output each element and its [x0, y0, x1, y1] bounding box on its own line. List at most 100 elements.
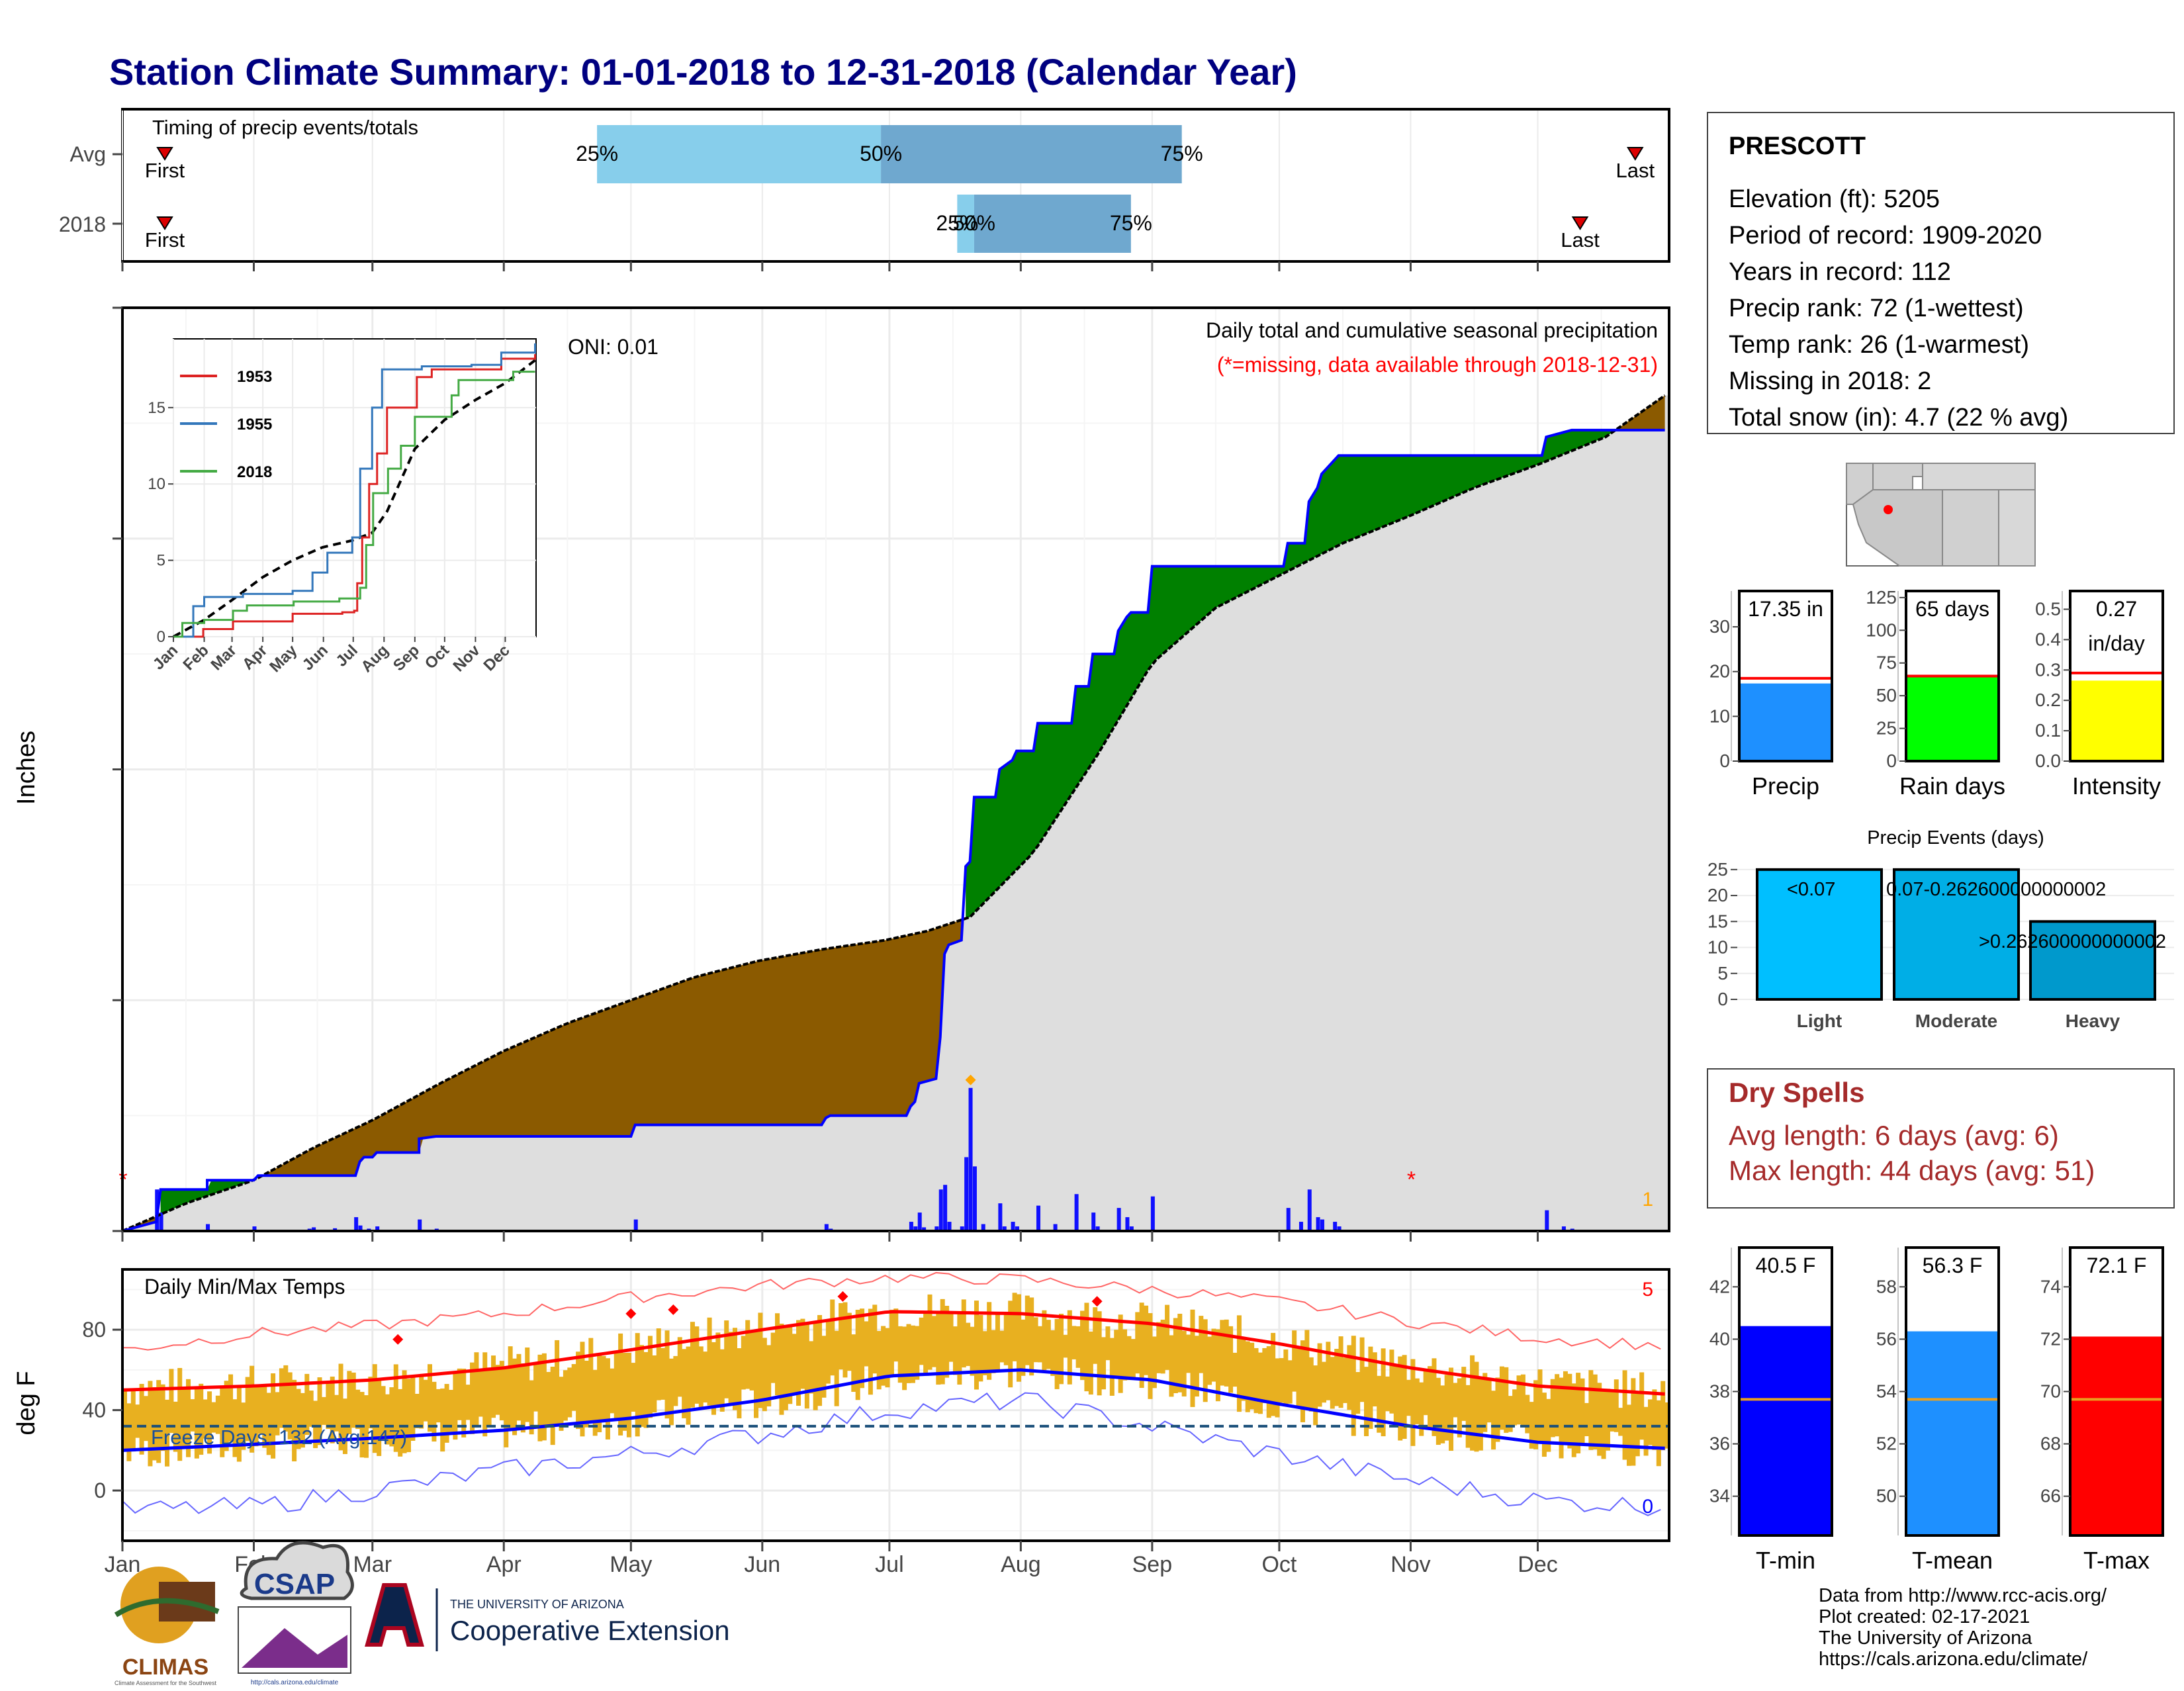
station-missing: Missing in 2018: 2 — [1729, 367, 1931, 395]
summary-y-tick-label: 68 — [2040, 1434, 2061, 1454]
daily-temp-range-bar — [1080, 1310, 1085, 1381]
month-x-tick-label: Dec — [1518, 1552, 1557, 1577]
daily-temp-range-bar — [830, 1299, 835, 1376]
event-category-label: Light — [1797, 1011, 1842, 1031]
daily-temp-range-bar — [804, 1322, 809, 1409]
daily-temp-range-bar — [940, 1299, 945, 1385]
daily-temp-range-bar — [821, 1336, 827, 1398]
daily-temp-range-bar — [770, 1332, 776, 1383]
daily-temp-range-bar — [1139, 1303, 1144, 1389]
daily-temp-range-bar — [537, 1354, 543, 1441]
daily-temp-range-bar — [351, 1372, 356, 1428]
inset-y-tick-label: 10 — [148, 475, 165, 493]
daily-temp-range-bar — [292, 1379, 297, 1462]
daily-temp-range-bar — [1385, 1376, 1390, 1412]
daily-temp-range-bar — [1618, 1408, 1623, 1436]
daily-precip-bar — [1015, 1226, 1019, 1231]
daily-temp-range-bar — [1393, 1363, 1398, 1424]
first-label: First — [145, 228, 185, 251]
daily-temp-range-bar — [1283, 1349, 1289, 1406]
daily-temp-range-bar — [1169, 1335, 1174, 1397]
timing-label-25: 25% — [936, 211, 978, 235]
daily-temp-range-bar — [1453, 1383, 1458, 1418]
footer-credits: Data from http://www.rcc-acis.org/ Plot … — [1819, 1585, 2107, 1670]
daily-temp-range-bar — [474, 1352, 479, 1428]
daily-temp-range-bar — [211, 1402, 216, 1433]
daily-temp-range-bar — [1432, 1358, 1437, 1436]
daily-precip-bar — [159, 1212, 163, 1231]
daily-temp-range-bar — [427, 1364, 432, 1432]
summary-y-tick-label: 0 — [1886, 751, 1897, 771]
daily-temp-range-bar — [1021, 1319, 1026, 1376]
daily-temp-range-bar — [389, 1387, 394, 1447]
daily-temp-range-bar — [1037, 1326, 1042, 1363]
daily-temp-range-bar — [982, 1331, 987, 1375]
daily-temp-range-bar — [961, 1299, 966, 1368]
daily-temp-range-bar — [881, 1326, 886, 1386]
timing-label-75: 75% — [1110, 211, 1152, 235]
summary-value-number: 0.27 — [2096, 597, 2137, 621]
daily-temp-range-bar — [1266, 1346, 1271, 1418]
record-high-marker — [1091, 1296, 1103, 1307]
daily-temp-range-bar — [199, 1383, 204, 1455]
summary-y-tick-label: 0.4 — [2035, 629, 2061, 649]
daily-precip-bar — [981, 1224, 985, 1231]
daily-temp-range-bar — [122, 1388, 128, 1450]
daily-temp-range-bar — [957, 1314, 962, 1385]
daily-temp-range-bar — [1194, 1336, 1199, 1397]
daily-temp-range-bar — [525, 1347, 530, 1422]
inset-series-line-2018 — [173, 371, 535, 638]
first-label: First — [145, 159, 185, 182]
daily-temp-range-bar — [1444, 1375, 1449, 1441]
daily-temp-range-bar — [1410, 1359, 1416, 1446]
daily-temp-range-bar — [1580, 1378, 1585, 1445]
daily-temp-range-bar — [732, 1328, 737, 1410]
daily-temp-range-bar — [1622, 1370, 1627, 1460]
daily-temp-range-bar — [1156, 1322, 1161, 1373]
daily-temp-range-bar — [1165, 1304, 1170, 1370]
daily-temp-range-bar — [1610, 1389, 1615, 1432]
daily-temp-range-bar — [1224, 1319, 1229, 1387]
daily-temp-range-bar — [1292, 1330, 1297, 1392]
summary-y-tick-label: 54 — [1876, 1381, 1897, 1402]
daily-temp-range-bar — [1647, 1399, 1653, 1445]
csap-logo-cloud — [240, 1541, 354, 1600]
daily-temp-range-bar — [1449, 1367, 1454, 1451]
daily-temp-range-bar — [1520, 1374, 1525, 1427]
daily-temp-range-bar — [173, 1401, 178, 1452]
daily-precip-bar — [633, 1219, 638, 1231]
events-clip — [2174, 854, 2184, 1019]
ua-logo-a — [365, 1583, 424, 1647]
daily-temp-range-bar — [512, 1358, 518, 1436]
event-category-label: Heavy — [2066, 1011, 2120, 1031]
daily-temp-range-bar — [419, 1375, 424, 1429]
cumulative-average-line — [122, 394, 1666, 1232]
daily-temp-range-bar — [952, 1326, 958, 1375]
csap-logo-url: http://cals.arizona.edu/climate — [251, 1679, 339, 1686]
daily-temp-range-bar — [741, 1336, 746, 1390]
daily-temp-range-bar — [177, 1367, 183, 1461]
daily-temp-range-bar — [999, 1330, 1005, 1363]
daily-temp-range-bar — [338, 1363, 343, 1451]
first-marker — [156, 147, 173, 161]
daily-precip-bar — [964, 1157, 969, 1231]
daily-temp-range-bar — [232, 1399, 238, 1457]
footer-line-university: The University of Arizona — [1819, 1627, 2032, 1649]
inset-frame — [173, 338, 537, 637]
daily-temp-range-bar — [1398, 1356, 1403, 1441]
daily-temp-range-bar — [203, 1399, 208, 1439]
daily-temp-range-bar — [592, 1369, 598, 1436]
daily-precip-bar — [1074, 1194, 1079, 1231]
precip-chart-subtitle: (*=missing, data available through 2018-… — [1217, 353, 1658, 377]
daily-temp-range-bar — [1313, 1365, 1318, 1426]
daily-temp-range-bar — [1461, 1367, 1467, 1421]
daily-temp-range-bar — [842, 1302, 848, 1378]
daily-precip-bar — [333, 1228, 338, 1231]
daily-temp-range-bar — [1419, 1382, 1424, 1436]
daily-temp-range-bar — [1160, 1319, 1165, 1374]
daily-precip-bar — [1307, 1189, 1312, 1231]
daily-precip-bar — [972, 1166, 977, 1231]
